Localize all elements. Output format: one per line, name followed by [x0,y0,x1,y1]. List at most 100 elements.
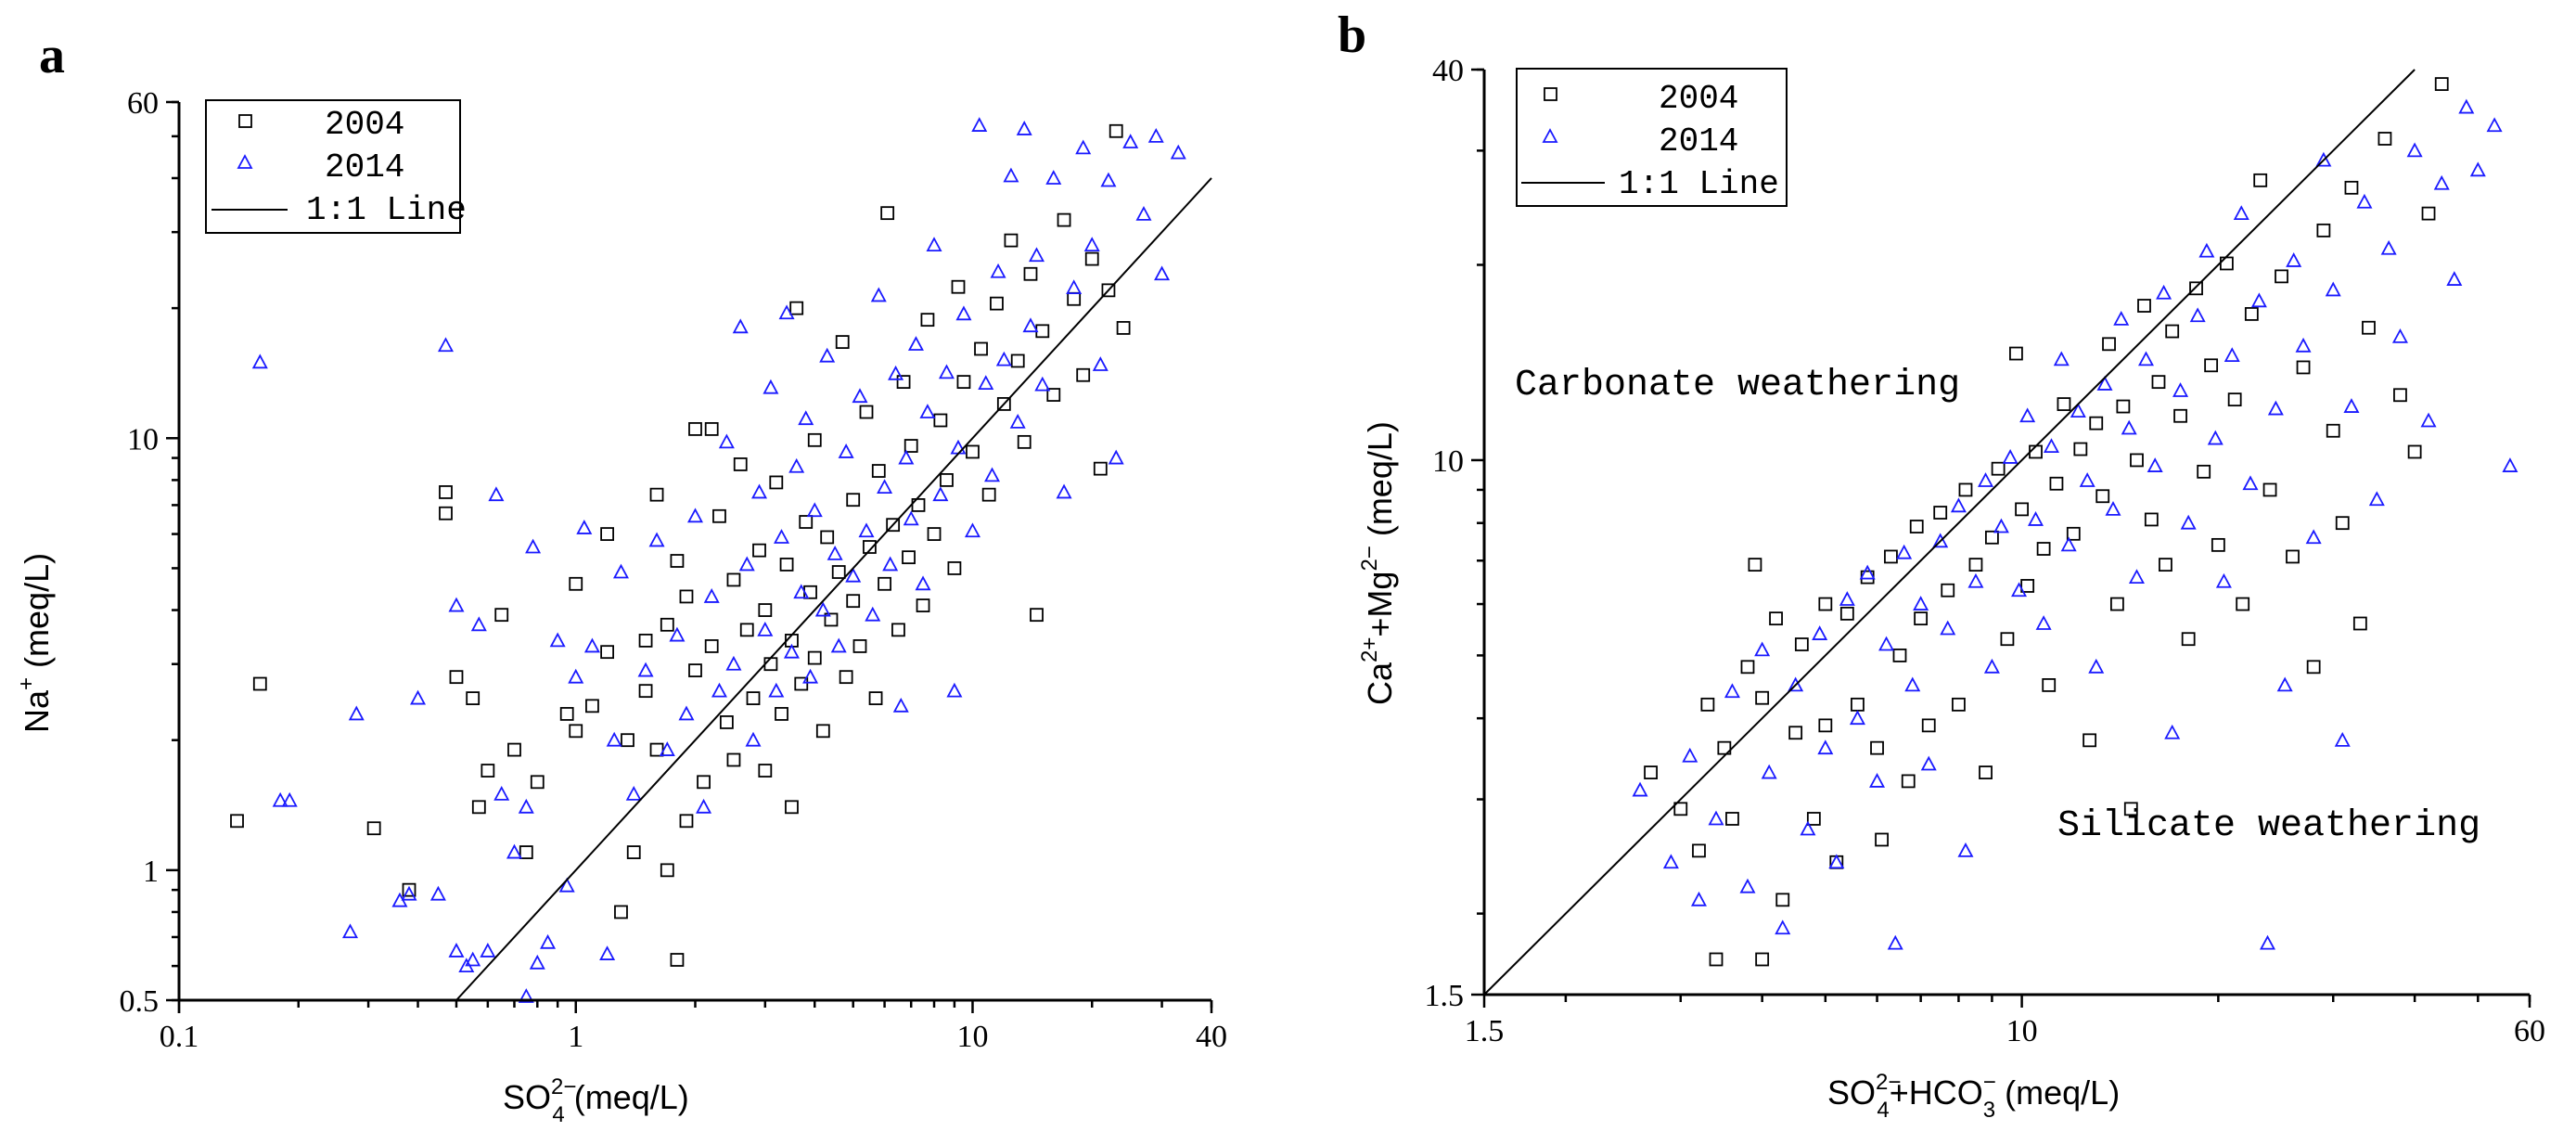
a-point-2014-46 [745,731,762,747]
a-point-2014-106 [1147,127,1164,143]
a-point-2014-37 [678,705,695,721]
a-point-2004-25 [649,487,664,502]
b-point-2004-50 [2089,416,2104,431]
panel-b-legend-2004: 2004 [1659,80,1738,118]
a-point-2004-81 [916,598,930,612]
a-point-2004-51 [779,558,794,572]
b-point-2014-58 [2215,572,2232,588]
a-point-2014-55 [793,584,810,599]
a-point-2004-66 [846,493,861,508]
a-point-2014-42 [718,433,735,449]
a-point-2004-11 [507,742,521,757]
b-point-2004-9 [1755,952,1770,967]
a-point-2004-87 [951,279,966,294]
panel-a-points [230,117,1186,1003]
b-x-tick-label-0: 1.5 [1465,1014,1505,1048]
panel-a-legend-square-icon [238,114,252,128]
a-point-2004-72 [871,464,886,478]
a-point-2014-59 [814,601,831,617]
b-point-2004-87 [2421,206,2436,221]
b-point-2014-12 [1812,625,1828,640]
a-point-2014-60 [819,347,836,363]
b-point-2004-27 [1909,520,1924,533]
a-point-2004-18 [600,527,615,541]
b-point-2004-7 [1740,660,1755,675]
b-point-2014-6 [1739,878,1756,893]
b-point-2004-35 [1979,765,1993,779]
a-point-2014-88 [990,263,1006,278]
b-point-2014-20 [1887,934,1903,950]
b-point-2004-16 [1818,597,1833,611]
b-point-2004-3 [1700,697,1715,712]
panel-b-legend: 2004 2014 1:1 Line [1516,68,1788,207]
b-point-2014-9 [1775,919,1791,935]
a-y-tick-label-1: 1 [143,855,159,889]
a-point-2014-58 [806,502,823,518]
a-point-2014-101 [1092,356,1109,371]
b-point-2014-80 [2446,271,2463,286]
b-point-2014-57 [2207,430,2224,445]
a-point-2004-6 [449,670,464,685]
a-point-2004-69 [859,405,874,419]
b-point-2004-25 [1892,649,1907,662]
a-point-2004-92 [990,296,1004,311]
a-point-2004-27 [660,617,674,632]
panel-b-letter: b [1338,6,1366,64]
a-point-2014-10 [448,943,465,958]
b-point-2004-33 [1958,482,1973,497]
b-point-2014-19 [1878,636,1895,651]
b-point-2014-40 [2060,536,2077,552]
a-point-2014-99 [1075,139,1092,155]
b-point-2004-28 [1914,611,1929,626]
a-point-2014-39 [696,798,712,814]
a-point-2004-9 [481,764,495,778]
b-point-2014-35 [2019,407,2036,423]
b-point-2004-65 [2197,464,2211,479]
b-point-2004-53 [2109,597,2124,611]
b-point-2004-46 [2057,397,2071,411]
a-point-2004-49 [769,475,784,490]
b-point-2014-33 [2002,449,2019,464]
b-point-2014-15 [1839,591,1855,606]
a-point-2004-82 [920,313,935,328]
a-x-tick-label-3: 40 [1196,1020,1227,1054]
b-point-2004-39 [2009,346,2023,361]
a-point-2004-42 [733,457,748,471]
b-point-2004-83 [2362,320,2376,335]
a-point-2004-43 [739,623,754,637]
a-point-2014-68 [870,287,887,302]
b-point-2014-49 [2137,351,2154,366]
a-point-2004-34 [688,663,702,677]
b-point-2014-72 [2343,398,2360,413]
b-point-2004-0 [1644,765,1658,779]
b-point-2014-46 [2113,310,2130,326]
a-point-2014-82 [950,439,967,455]
a-point-2004-86 [947,561,962,575]
a-point-2004-32 [679,589,694,604]
a-point-2004-16 [569,576,583,591]
b-point-2004-55 [2123,802,2138,816]
panel-b-legend-square-icon [1544,87,1557,101]
a-point-2004-41 [726,752,741,767]
b-point-2004-71 [2244,307,2259,321]
a-point-2014-97 [1056,483,1072,499]
a-point-2014-75 [907,336,924,351]
b-point-2014-71 [2334,731,2351,747]
b-point-2014-34 [2011,582,2028,598]
b-point-2004-80 [2335,516,2350,531]
b-point-2014-82 [2469,161,2486,177]
a-point-2004-50 [775,707,788,721]
a-point-2004-20 [614,905,628,919]
a-point-2014-94 [1028,247,1045,263]
a-point-2014-54 [788,457,805,473]
a-point-2014-23 [540,933,557,949]
a-point-2004-73 [878,576,891,591]
a-point-2014-57 [802,668,819,684]
a-point-2014-92 [1016,121,1032,135]
b-point-2014-75 [2380,239,2397,255]
a-point-2004-48 [763,657,778,672]
a-point-2014-11 [448,597,465,612]
b-point-2014-45 [2105,500,2121,516]
b-point-2014-61 [2242,475,2259,491]
a-point-2004-77 [896,375,911,390]
